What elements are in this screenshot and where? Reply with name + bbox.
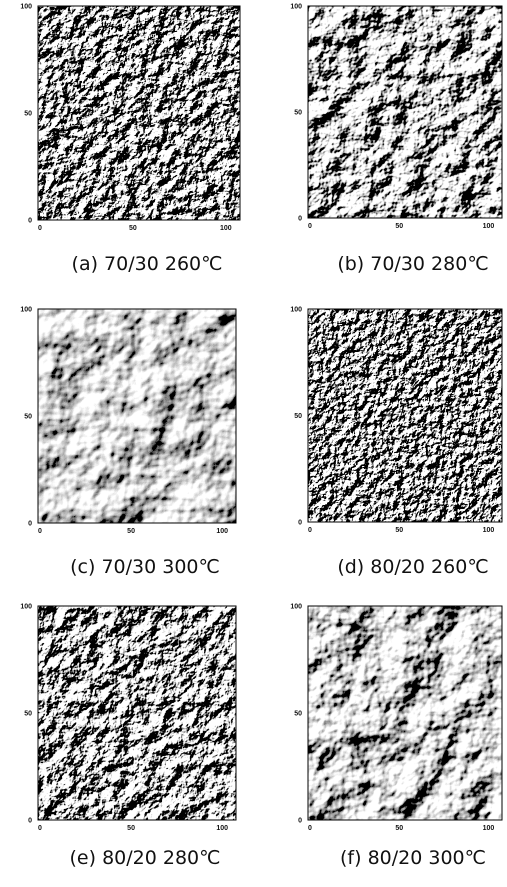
afm-image bbox=[308, 6, 502, 218]
y-tick-label: 0 bbox=[28, 218, 32, 225]
x-tick-label: 100 bbox=[216, 825, 228, 832]
afm-image bbox=[38, 606, 236, 820]
y-tick-label: 0 bbox=[298, 216, 302, 223]
x-tick-label: 50 bbox=[395, 825, 403, 832]
y-tick-label: 0 bbox=[28, 521, 32, 528]
y-tick-label: 0 bbox=[28, 818, 32, 825]
y-tick-label: 100 bbox=[290, 604, 302, 611]
y-tick-label: 100 bbox=[290, 307, 302, 314]
x-tick-label: 50 bbox=[127, 825, 135, 832]
y-tick-label: 50 bbox=[294, 110, 302, 117]
image-frame bbox=[307, 5, 503, 219]
y-tick-label: 100 bbox=[20, 4, 32, 11]
panel-caption: (b) 70/30 280℃ bbox=[337, 253, 488, 275]
image-frame bbox=[37, 5, 241, 221]
afm-image bbox=[38, 6, 240, 220]
afm-image bbox=[38, 309, 236, 523]
y-tick-label: 50 bbox=[294, 413, 302, 420]
image-frame bbox=[307, 308, 503, 523]
image-frame bbox=[307, 605, 503, 821]
y-tick-label: 50 bbox=[24, 711, 32, 718]
y-tick-label: 100 bbox=[290, 4, 302, 11]
x-tick-label: 0 bbox=[308, 223, 312, 230]
panel-caption: (c) 70/30 300℃ bbox=[70, 556, 220, 578]
x-tick-label: 0 bbox=[38, 528, 42, 535]
image-frame bbox=[37, 308, 237, 524]
afm-image bbox=[308, 309, 502, 522]
x-tick-label: 0 bbox=[38, 225, 42, 232]
y-tick-label: 50 bbox=[24, 414, 32, 421]
afm-image bbox=[308, 606, 502, 820]
y-tick-label: 0 bbox=[298, 818, 302, 825]
x-tick-label: 50 bbox=[129, 225, 137, 232]
panel-caption: (d) 80/20 260℃ bbox=[337, 556, 488, 578]
y-tick-label: 50 bbox=[294, 711, 302, 718]
x-tick-label: 100 bbox=[220, 225, 232, 232]
x-tick-label: 50 bbox=[395, 527, 403, 534]
x-tick-label: 100 bbox=[483, 527, 495, 534]
y-tick-label: 100 bbox=[20, 604, 32, 611]
x-tick-label: 50 bbox=[395, 223, 403, 230]
x-tick-label: 0 bbox=[308, 825, 312, 832]
x-tick-label: 50 bbox=[127, 528, 135, 535]
panel-caption: (a) 70/30 260℃ bbox=[72, 253, 223, 275]
y-tick-label: 0 bbox=[298, 520, 302, 527]
x-tick-label: 100 bbox=[483, 825, 495, 832]
panel-caption: (f) 80/20 300℃ bbox=[340, 847, 486, 869]
panel-caption: (e) 80/20 280℃ bbox=[70, 847, 221, 869]
x-tick-label: 0 bbox=[308, 527, 312, 534]
image-frame bbox=[37, 605, 237, 821]
x-tick-label: 100 bbox=[216, 528, 228, 535]
y-tick-label: 100 bbox=[20, 307, 32, 314]
x-tick-label: 100 bbox=[483, 223, 495, 230]
x-tick-label: 0 bbox=[38, 825, 42, 832]
y-tick-label: 50 bbox=[24, 111, 32, 118]
